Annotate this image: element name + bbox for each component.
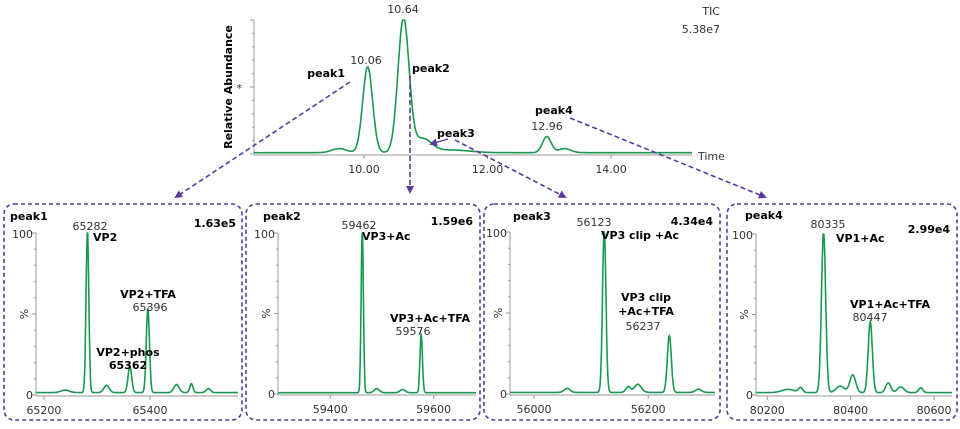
panel-title: peak2 — [263, 210, 301, 223]
peak-annotation: 65396 — [133, 301, 168, 314]
intensity-label: 4.34e4 — [671, 215, 714, 228]
tic-label: TIC — [701, 5, 720, 18]
chart-tic: 10.00 12.00 14.00 TIC 5.38e7 Time Relative Abu… — [222, 3, 725, 176]
panel-title: peak3 — [513, 210, 551, 223]
x-tick-label: 65200 — [26, 404, 61, 417]
x-tick-label: 12.00 — [472, 163, 504, 176]
peak-annotation: VP2 — [93, 231, 117, 244]
panel-title: peak4 — [745, 209, 783, 222]
peak-annotation: VP3 clip +Ac — [601, 229, 679, 242]
peak-annotation: VP2+TFA — [120, 288, 176, 301]
y-tick-label: 100 — [486, 227, 507, 240]
intensity-label: 1.63e5 — [194, 217, 236, 230]
peak-annotation: 12.96 — [531, 120, 563, 133]
peak-annotation: VP3+Ac — [362, 230, 410, 243]
x-tick-label: 10.00 — [348, 163, 380, 176]
y-tick-label: 0 — [746, 389, 753, 402]
peak-annotation: +Ac+TFA — [618, 305, 674, 318]
x-axis-label: Time — [697, 150, 725, 163]
x-tick-label: 59400 — [313, 403, 348, 416]
y-tick-label: 100 — [732, 229, 753, 242]
peak-annotation: peak3 — [437, 127, 475, 140]
spectrum-trace — [278, 232, 476, 394]
y-tick-label: * — [237, 82, 243, 95]
peak-annotation: 10.64 — [387, 3, 419, 16]
peak-annotation: VP3+Ac+TFA — [390, 312, 470, 325]
peak-annotation: 65362 — [109, 359, 147, 372]
arrow-peak1 — [174, 81, 351, 199]
peak-annotation: peak1 — [307, 67, 345, 80]
y-tick-label: 100 — [12, 228, 33, 241]
x-tick-label: 80600 — [917, 404, 952, 417]
x-tick-label: 14.00 — [595, 163, 627, 176]
y-tick-label: 100 — [254, 228, 275, 241]
peak-annotation: 80335 — [811, 218, 846, 231]
peak-annotation: VP2+phos — [96, 346, 160, 359]
peak-annotation: VP3 clip — [621, 291, 671, 304]
y-tick-label: 0 — [26, 389, 33, 402]
x-tick-label: 56200 — [631, 403, 666, 416]
y-axis-label: Relative Abundance — [222, 25, 235, 149]
y-axis-label: % — [18, 309, 31, 319]
spectrum-trace — [36, 232, 238, 394]
peak-annotation: peak4 — [535, 104, 573, 117]
spectrum-trace — [756, 233, 952, 394]
panel-border — [3, 203, 243, 421]
x-tick-label: 80400 — [833, 404, 868, 417]
x-tick-label: 59600 — [416, 403, 451, 416]
chart-peak4: 80200 80400 80600peak42.99e41000%80335VP1+… — [726, 203, 958, 421]
peak-annotation: 10.06 — [350, 54, 382, 67]
y-axis-label: % — [738, 309, 751, 319]
arrow-peak3-pointer — [429, 138, 449, 147]
y-tick-label: 0 — [500, 388, 507, 401]
peak-annotation: 56123 — [577, 216, 612, 229]
peak-annotation: 56237 — [626, 320, 661, 333]
intensity-label: 2.99e4 — [908, 223, 951, 236]
panel-border — [245, 203, 481, 421]
panel-border — [726, 203, 958, 421]
intensity-label: 1.59e6 — [431, 215, 474, 228]
peak-annotation: peak2 — [412, 62, 450, 75]
intensity-label: 5.38e7 — [682, 23, 720, 36]
peak-annotation: VP1+Ac — [836, 232, 884, 245]
peak-annotation: 65282 — [73, 220, 108, 233]
panel-title: peak1 — [10, 210, 48, 223]
spectrum-trace — [510, 231, 715, 394]
x-tick-label: 56000 — [516, 403, 551, 416]
arrow-peak4 — [569, 117, 767, 199]
y-axis-label: % — [260, 308, 273, 318]
peak-annotation: 59576 — [396, 325, 431, 338]
peak-annotation: VP1+Ac+TFA — [850, 298, 930, 311]
x-tick-label: 80200 — [750, 404, 785, 417]
arrow-peak3 — [454, 139, 567, 198]
y-tick-label: 0 — [268, 388, 275, 401]
y-axis-label: % — [492, 308, 505, 318]
peak-annotation: 80447 — [853, 311, 888, 324]
x-tick-label: 65400 — [132, 404, 167, 417]
panel-border — [483, 203, 721, 421]
spectrum-trace — [254, 19, 692, 154]
peak-annotation: 59462 — [342, 219, 377, 232]
